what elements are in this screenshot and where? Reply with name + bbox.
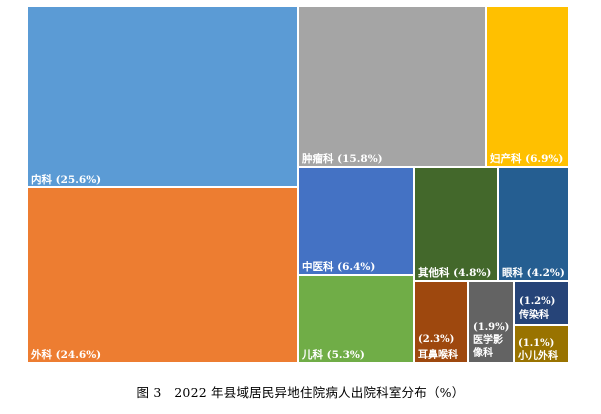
treemap-tile-7 [497,166,570,282]
treemap-tile-8 [413,280,469,364]
treemap-label-10: (1.2%)传染科 [518,296,555,321]
treemap-label-5: 儿科 (5.3%) [301,348,365,361]
treemap-label-7: 眼科 (4.2%) [502,266,565,279]
treemap-label-8: (2.3%)耳鼻喉科 [418,334,458,361]
treemap-label-1: 外科 (24.6%) [30,348,101,361]
figure-caption: 图 3 2022 年县域居民异地住院病人出院科室分布（%） [136,385,465,400]
treemap-label-4: 中医科 (6.4%) [302,260,375,273]
treemap-label-11: (1.1%)小儿外科 [517,338,558,362]
treemap-label-6: 其他科 (4.8%) [418,266,491,279]
treemap-tile-0 [26,5,299,188]
treemap-label-2: 肿瘤科 (15.8%) [302,152,383,165]
treemap-label-9: (1.9%)医学影像科 [472,322,509,359]
treemap-tile-9 [467,280,515,364]
treemap-tile-1 [26,186,299,364]
treemap-tile-2 [297,5,487,168]
treemap-label-3: 妇产科 (6.9%) [489,152,563,165]
treemap-tile-3 [485,5,570,168]
treemap-label-0: 内科 (25.6%) [31,173,101,186]
treemap-chart: 内科 (25.6%) 外科 (24.6%) 肿瘤科 (15.8%) 妇产科 (6.9%… [26,5,570,364]
treemap-tile-11 [513,324,570,364]
treemap-tile-4 [297,166,415,276]
treemap-tile-6 [413,166,499,282]
treemap-tile-5 [297,274,415,364]
